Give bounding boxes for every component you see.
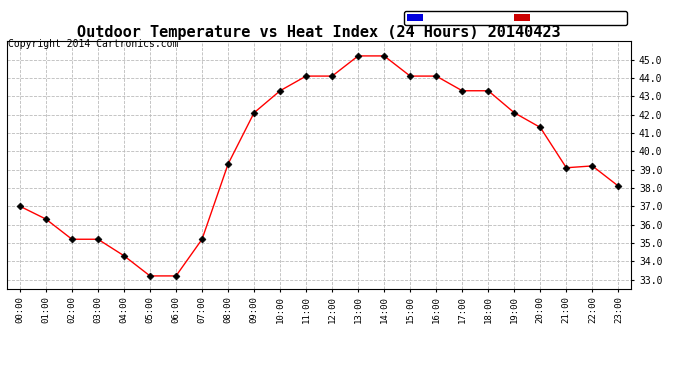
Title: Outdoor Temperature vs Heat Index (24 Hours) 20140423: Outdoor Temperature vs Heat Index (24 Ho… xyxy=(77,25,561,40)
Text: Copyright 2014 Cartronics.com: Copyright 2014 Cartronics.com xyxy=(8,39,179,50)
Legend: Heat Index  (°F), Temperature  (°F): Heat Index (°F), Temperature (°F) xyxy=(404,11,627,25)
